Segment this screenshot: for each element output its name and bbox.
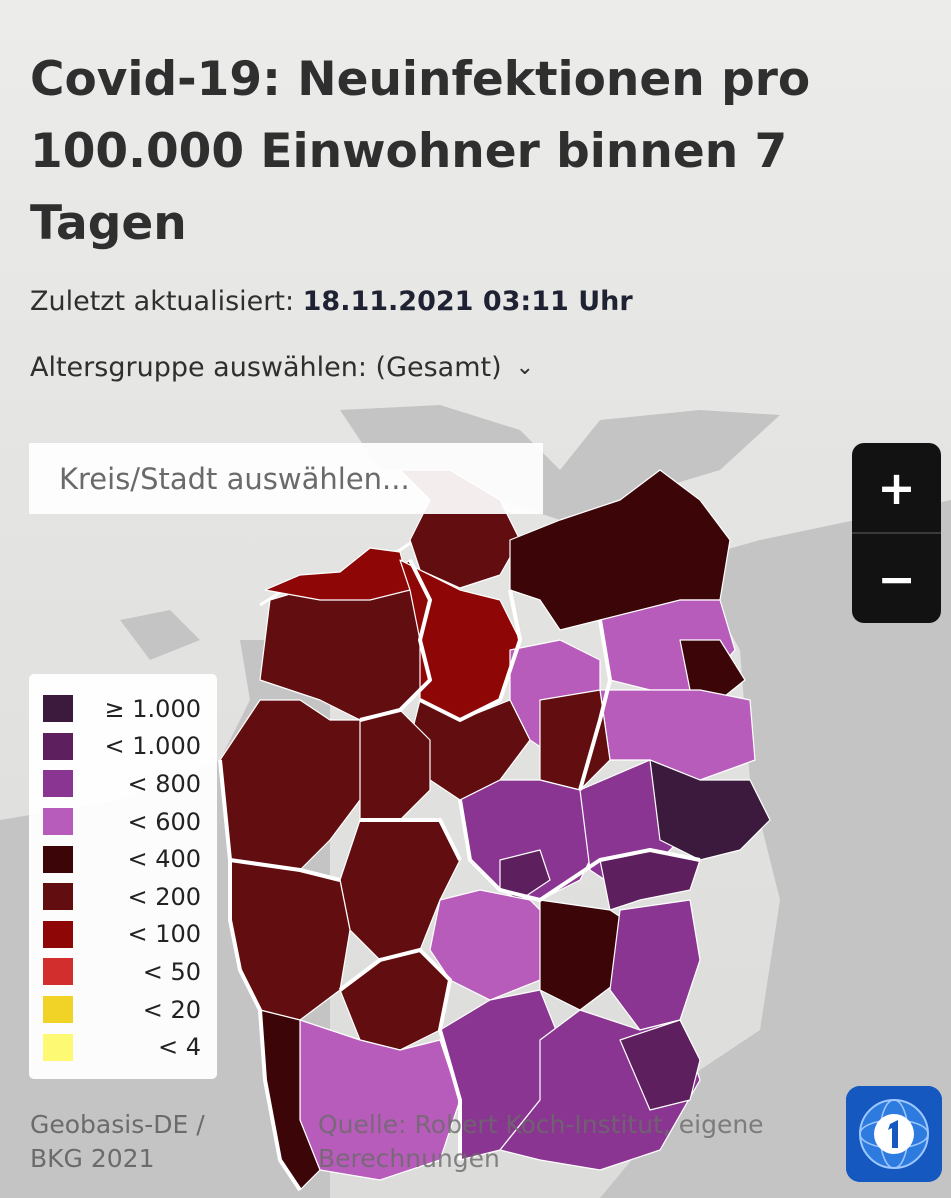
region-thueringen-center [499, 849, 551, 901]
legend-swatch [43, 958, 73, 986]
page-title: Covid-19: Neuinfektionen pro 100.000 Ein… [30, 52, 811, 251]
legend-swatch [43, 845, 73, 873]
tagesschau-logo-icon[interactable] [846, 1086, 942, 1182]
legend-swatch [43, 1033, 73, 1061]
legend-label: < 50 [142, 957, 201, 986]
legend-item: ≥ 1.000 [43, 690, 203, 728]
legend-label: < 20 [142, 995, 201, 1024]
legend-swatch [43, 883, 73, 911]
legend-swatch [43, 732, 73, 760]
region-niederbayern [619, 1019, 701, 1111]
legend-swatch [43, 770, 73, 798]
region-brandenburg-east [679, 639, 746, 701]
region-ostfriesland [264, 547, 411, 601]
zoom-out-button[interactable]: − [877, 551, 916, 606]
legend-label: < 600 [127, 807, 201, 836]
legend-label: ≥ 1.000 [104, 694, 201, 723]
region-berlin-south [599, 689, 756, 781]
legend-label: < 100 [127, 920, 201, 949]
region-oberpfalz [609, 899, 701, 1031]
legend-swatch [43, 808, 73, 836]
legend-label: < 1.000 [104, 732, 201, 761]
legend-item: < 400 [43, 840, 203, 878]
legend-swatch [43, 996, 73, 1024]
legend-item: < 4 [43, 1028, 203, 1066]
legend-item: < 20 [43, 991, 203, 1029]
updated-label: Zuletzt aktualisiert: [30, 286, 295, 317]
legend-item: < 50 [43, 953, 203, 991]
legend-item: < 100 [43, 916, 203, 954]
legend-label: < 800 [127, 769, 201, 798]
legend: ≥ 1.000 < 1.000 < 800 < 600 < 400 < 200 < 100 <… [29, 674, 217, 1079]
legend-label: < 4 [157, 1033, 201, 1062]
last-updated: Zuletzt aktualisiert: 18.11.2021 03:11 U… [30, 286, 633, 317]
agegroup-dropdown[interactable]: Altersgruppe auswählen: (Gesamt) ⌄ [30, 352, 534, 383]
state-borders [218, 559, 701, 1192]
zoom-divider [852, 532, 941, 534]
chevron-down-icon: ⌄ [515, 355, 535, 380]
region-sachsen-anhalt-east [539, 689, 611, 791]
germany-regions[interactable] [219, 469, 771, 1191]
region-nrw-east [359, 709, 431, 821]
legend-swatch [43, 695, 73, 723]
legend-item: < 800 [43, 765, 203, 803]
legend-label: < 200 [127, 882, 201, 911]
region-sachsen-east [649, 759, 771, 861]
zoom-in-button[interactable]: + [877, 460, 916, 515]
map[interactable] [0, 400, 951, 1198]
map-attribution-geobasis: Geobasis-DE / BKG 2021 [30, 1110, 205, 1173]
legend-swatch [43, 920, 73, 948]
legend-item: < 200 [43, 878, 203, 916]
zoom-control: + − [852, 443, 941, 623]
legend-item: < 600 [43, 803, 203, 841]
data-source-attribution: Quelle: Robert Koch-Institut, eigene Ber… [318, 1110, 764, 1173]
agegroup-label: Altersgruppe auswählen: (Gesamt) [30, 352, 502, 383]
legend-label: < 400 [127, 845, 201, 874]
district-search-input[interactable] [29, 443, 543, 514]
logo-graphic [846, 1086, 942, 1182]
legend-item: < 1.000 [43, 728, 203, 766]
germany-choropleth-map[interactable] [0, 400, 951, 1198]
updated-value: 18.11.2021 03:11 Uhr [302, 286, 633, 317]
